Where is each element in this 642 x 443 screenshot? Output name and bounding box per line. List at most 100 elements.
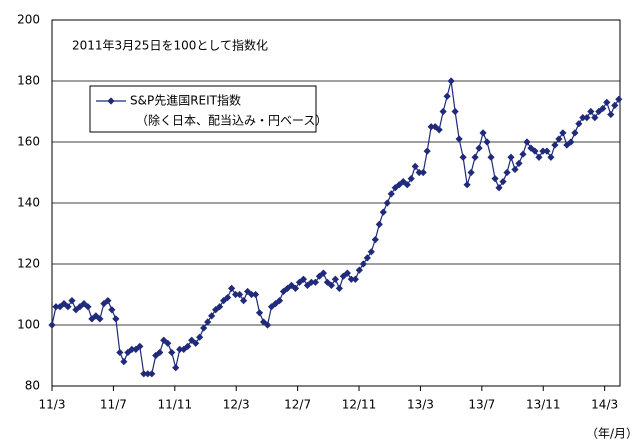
data-point <box>467 168 475 177</box>
data-point <box>519 150 527 158</box>
x-tick-label: 13/3 <box>407 398 434 412</box>
data-point <box>96 315 104 323</box>
data-point <box>479 129 487 137</box>
legend-note: （除く日本、配当込み・円ベース） <box>136 113 327 128</box>
data-point <box>172 364 180 372</box>
data-point <box>140 370 148 378</box>
data-point <box>68 297 76 305</box>
data-point <box>88 315 96 323</box>
data-point <box>232 290 240 299</box>
x-axis-label: （年/月） <box>586 427 638 441</box>
data-point <box>371 236 379 244</box>
x-tick-label: 11/11 <box>158 398 193 412</box>
data-point <box>567 138 575 146</box>
legend-box <box>89 85 317 133</box>
data-point <box>335 284 343 292</box>
data-point <box>451 107 459 116</box>
data-point <box>355 266 363 274</box>
data-point <box>100 300 108 308</box>
data-point <box>407 175 415 183</box>
data-point <box>475 144 483 152</box>
data-point <box>495 184 503 192</box>
data-point <box>559 129 567 137</box>
y-tick-label: 80 <box>25 379 40 393</box>
annotation: 2011年3月25日を100として指数化 <box>72 38 268 53</box>
data-point <box>228 284 236 292</box>
data-point <box>247 290 256 299</box>
y-tick-label: 140 <box>17 196 40 210</box>
data-point <box>427 123 435 131</box>
data-point <box>263 321 272 329</box>
data-point <box>579 114 587 122</box>
data-point <box>216 303 224 311</box>
data-point <box>56 303 64 311</box>
data-point <box>196 333 204 341</box>
data-point <box>108 306 116 314</box>
data-point <box>403 181 411 189</box>
data-point <box>483 138 491 146</box>
data-point <box>411 162 419 170</box>
data-point <box>587 107 595 116</box>
data-point <box>235 290 244 299</box>
data-point <box>323 278 332 286</box>
x-tick-label: 11/7 <box>100 398 127 412</box>
data-point <box>224 293 232 302</box>
data-point <box>595 107 603 116</box>
data-point <box>343 269 351 277</box>
data-point <box>60 300 68 308</box>
x-tick-label: 13/7 <box>468 398 495 412</box>
data-point <box>379 208 387 216</box>
data-point <box>303 281 312 289</box>
data-point <box>471 153 479 161</box>
data-point <box>487 153 495 161</box>
data-point <box>575 120 583 128</box>
data-point <box>295 278 304 286</box>
data-point <box>327 281 335 289</box>
data-point <box>387 190 395 198</box>
data-point <box>184 342 192 350</box>
legend-marker <box>107 97 115 105</box>
data-point <box>491 175 499 183</box>
data-point <box>539 147 547 155</box>
data-point <box>331 275 339 283</box>
y-tick-label: 160 <box>17 135 40 149</box>
y-tick-label: 100 <box>17 318 40 332</box>
data-point <box>383 199 391 207</box>
data-point <box>267 303 276 311</box>
data-point <box>599 104 607 113</box>
data-point <box>200 324 208 332</box>
data-point <box>375 220 383 228</box>
x-tick-label: 12/3 <box>223 398 250 412</box>
data-point <box>351 275 359 283</box>
data-point <box>239 297 248 305</box>
data-point <box>92 312 100 320</box>
data-point <box>124 348 132 357</box>
data-point <box>208 312 216 320</box>
data-point <box>591 114 599 122</box>
data-point <box>419 168 427 177</box>
y-tick-label: 120 <box>17 257 40 271</box>
data-point <box>347 275 355 283</box>
data-point <box>156 348 164 357</box>
data-point <box>307 278 316 286</box>
data-point <box>359 260 367 268</box>
data-point <box>547 153 555 161</box>
data-point <box>535 153 543 161</box>
data-point <box>511 165 519 174</box>
data-point <box>311 278 320 286</box>
data-point <box>271 300 280 308</box>
data-point <box>615 95 623 103</box>
data-point <box>132 345 140 353</box>
data-point <box>531 147 539 155</box>
data-point <box>164 339 172 347</box>
data-point <box>435 126 443 134</box>
data-point <box>423 147 431 155</box>
data-point <box>607 110 615 119</box>
data-point <box>611 101 619 109</box>
data-point <box>603 98 611 106</box>
data-point <box>291 284 300 292</box>
data-point <box>251 290 260 299</box>
x-tick-label: 14/3 <box>591 398 618 412</box>
data-point <box>583 114 591 122</box>
